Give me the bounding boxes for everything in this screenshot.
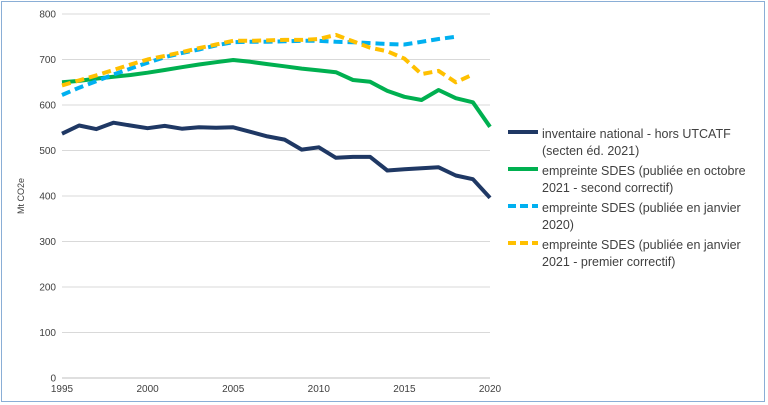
y-tick-label: 0 [50,374,56,385]
gridlines [62,13,490,379]
legend-item: empreinte SDES (publiée en octobre 2021 … [508,163,758,197]
y-tick-label: 400 [39,192,56,203]
legend-swatch-janvier-2020 [508,204,538,208]
legend: inventaire national - hors UTCATF (secte… [508,126,758,274]
y-axis-label: Mt CO2e [16,178,26,214]
legend-swatch-premier-correctif [508,241,538,245]
legend-label: empreinte SDES (publiée en janvier 2020) [542,201,741,232]
series-line-0 [61,120,492,200]
y-tick-label: 500 [39,146,56,157]
legend-item: empreinte SDES (publiée en janvier 2020) [508,200,758,234]
series-lines [61,32,492,200]
legend-label: inventaire national - hors UTCATF (secte… [542,127,731,158]
series-line-2 [61,34,457,97]
x-tick-label: 2000 [136,384,159,395]
legend-item: inventaire national - hors UTCATF (secte… [508,126,758,160]
legend-label: empreinte SDES (publiée en janvier 2021 … [542,238,741,269]
y-tick-label: 600 [39,101,56,112]
x-tick-label: 2010 [308,384,331,395]
legend-label: empreinte SDES (publiée en octobre 2021 … [542,164,746,195]
series-line-1 [61,58,492,128]
legend-swatch-inventaire [508,130,538,134]
x-tick-label: 1995 [51,384,74,395]
y-tick-label: 100 [39,328,56,339]
x-axis: 1995 2000 2005 2010 2015 2020 [51,377,502,395]
y-tick-label: 800 [39,10,56,21]
legend-item: empreinte SDES (publiée en janvier 2021 … [508,237,758,271]
x-tick-label: 2015 [393,384,416,395]
y-tick-label: 200 [39,283,56,294]
y-tick-label: 300 [39,237,56,248]
x-tick-label: 2005 [222,384,245,395]
x-tick-label: 2020 [479,384,502,395]
series-line-3 [61,32,474,88]
y-tick-label: 700 [39,55,56,66]
legend-swatch-second-correctif [508,167,538,171]
y-axis: 0 100 200 300 400 500 600 700 800 [39,10,56,385]
